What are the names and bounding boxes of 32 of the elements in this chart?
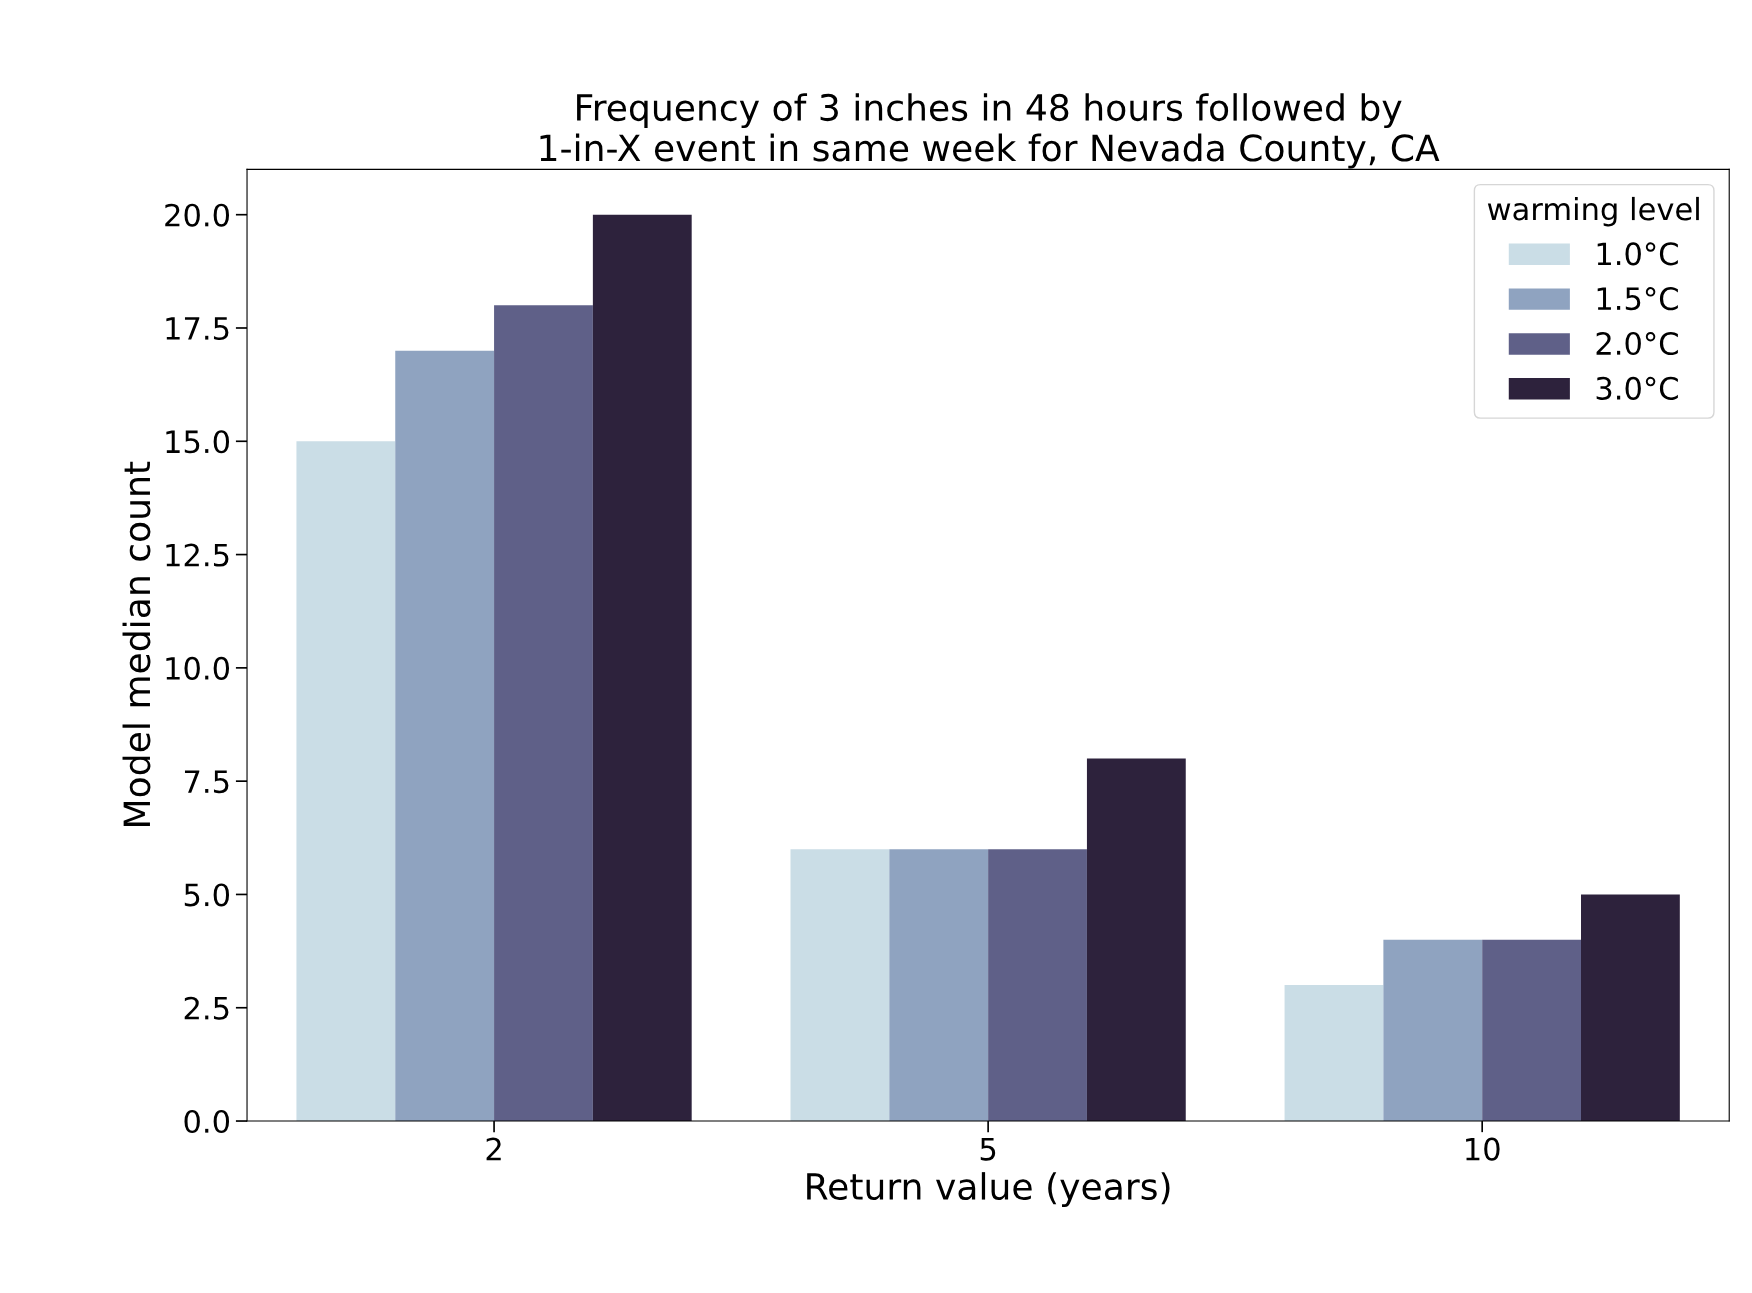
legend-label: 2.0°C xyxy=(1596,331,1678,356)
bar xyxy=(395,350,495,1122)
x-axis-title: Return value (years) xyxy=(807,1172,1170,1208)
bar xyxy=(494,305,593,1122)
legend-label: 3.0°C xyxy=(1596,376,1678,400)
bar xyxy=(1581,894,1680,1122)
x-tick-label: 2 xyxy=(486,1137,501,1161)
legend-label: 1.5°C xyxy=(1597,287,1678,311)
bar xyxy=(988,849,1087,1122)
bar xyxy=(1482,939,1581,1122)
bar xyxy=(1383,939,1483,1122)
legend-label: 1.0°C xyxy=(1597,242,1678,266)
y-tick-label: 2.5 xyxy=(184,996,229,1020)
chart-title: Frequency of 3 inches in 48 hours followed by 1-in-X event in same week for Nevada County, CA xyxy=(540,93,1440,169)
x-tick-label: 5 xyxy=(980,1137,996,1161)
bar xyxy=(889,849,989,1122)
y-axis-title: Model median count xyxy=(122,461,151,826)
y-tick-label: 12.5 xyxy=(166,543,229,567)
y-tick-label: 20.0 xyxy=(165,203,230,227)
legend-title: warming level xyxy=(1487,196,1699,227)
x-tick-label: 10 xyxy=(1466,1137,1500,1161)
y-tick-label: 17.5 xyxy=(166,317,229,341)
bar xyxy=(296,441,396,1122)
bar xyxy=(592,214,692,1122)
bar xyxy=(1284,985,1384,1122)
bar xyxy=(790,849,890,1122)
y-tick-label: 0.0 xyxy=(184,1109,230,1134)
y-tick-label: 5.0 xyxy=(184,883,230,907)
y-tick-label: 15.0 xyxy=(166,430,230,454)
bar xyxy=(1086,758,1186,1122)
y-tick-label: 7.5 xyxy=(184,770,229,794)
y-tick-label: 10.0 xyxy=(166,656,230,680)
